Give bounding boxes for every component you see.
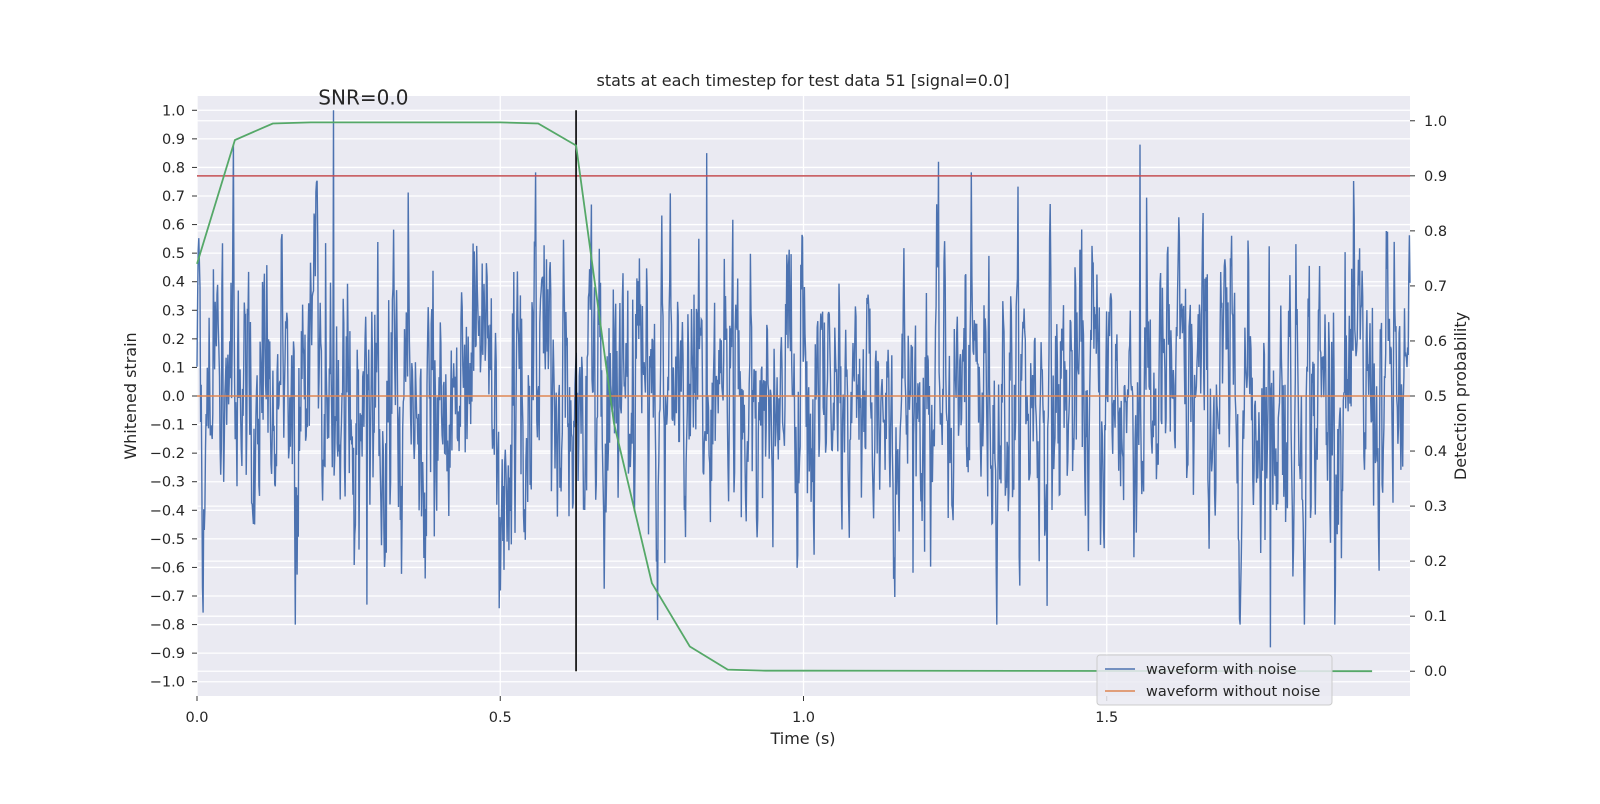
y-tick-label-4: 0.6 <box>162 218 185 234</box>
x-axis-label: Time (s) <box>769 729 835 748</box>
axes: 0.0 0.5 1.0 1.5 1.0 0.9 0.8 0.7 0.6 0.5 0.4 0.3 0.2 0… <box>150 103 1447 726</box>
y2-tick-label-4: 0.6 <box>1424 334 1447 350</box>
y2-tick-label-9: 0.1 <box>1424 609 1447 625</box>
y-axis-label: Whitened strain <box>121 332 140 459</box>
x-tick-label-3: 1.5 <box>1095 710 1118 726</box>
probability-line <box>196 121 1373 673</box>
legend: waveform with noise waveform without noi… <box>1096 654 1333 706</box>
y-tick-label-0: 1.0 <box>162 103 185 119</box>
y-tick-label-7: 0.3 <box>162 303 185 319</box>
y-tick-label-14: −0.4 <box>150 503 185 519</box>
y2-tick-label-5: 0.5 <box>1424 389 1447 405</box>
y-tick-label-12: −0.2 <box>150 446 185 462</box>
y2-tick-label-0: 1.0 <box>1424 114 1447 130</box>
y2-tick-label-10: 0.0 <box>1424 664 1447 680</box>
y-tick-label-15: −0.5 <box>150 532 185 548</box>
y2-tick-label-1: 0.9 <box>1424 169 1447 185</box>
y-tick-label-9: 0.1 <box>162 360 185 376</box>
y2-tick-label-6: 0.4 <box>1424 444 1447 460</box>
x-tick-label-0: 0.0 <box>185 710 208 726</box>
y-tick-label-10: 0.0 <box>162 389 185 405</box>
y-tick-label-17: −0.7 <box>150 589 185 605</box>
y-tick-label-6: 0.4 <box>162 275 185 291</box>
y-tick-label-2: 0.8 <box>162 160 185 176</box>
y2-tick-label-2: 0.8 <box>1424 224 1447 240</box>
y-tick-label-16: −0.6 <box>150 560 185 576</box>
x-tick-label-2: 1.0 <box>792 710 815 726</box>
legend-clean-label: waveform without noise <box>1146 684 1320 700</box>
y-tick-label-11: −0.1 <box>150 418 185 434</box>
y-tick-label-20: −1.0 <box>150 675 185 691</box>
legend-noise-label: waveform with noise <box>1146 662 1297 678</box>
x-tick-label-1: 0.5 <box>489 710 512 726</box>
y-tick-label-18: −0.8 <box>150 618 185 634</box>
noise-waveform-line <box>196 110 1411 648</box>
y-tick-label-13: −0.3 <box>150 475 185 491</box>
snr-annotation: SNR=0.0 <box>318 86 408 110</box>
y-tick-label-1: 0.9 <box>162 132 185 148</box>
y2-tick-label-3: 0.7 <box>1424 279 1447 295</box>
chart-title: stats at each timestep for test data 51 … <box>597 71 1010 90</box>
y-tick-label-3: 0.7 <box>162 189 185 205</box>
y2-tick-label-7: 0.3 <box>1424 499 1447 515</box>
y2-tick-label-8: 0.2 <box>1424 554 1447 570</box>
y-tick-label-8: 0.2 <box>162 332 185 348</box>
y-tick-label-19: −0.9 <box>150 646 185 662</box>
y2-axis-label: Detection probability <box>1451 312 1470 480</box>
series <box>196 110 1411 673</box>
legend-box <box>1096 654 1333 706</box>
y-tick-label-5: 0.5 <box>162 246 185 262</box>
